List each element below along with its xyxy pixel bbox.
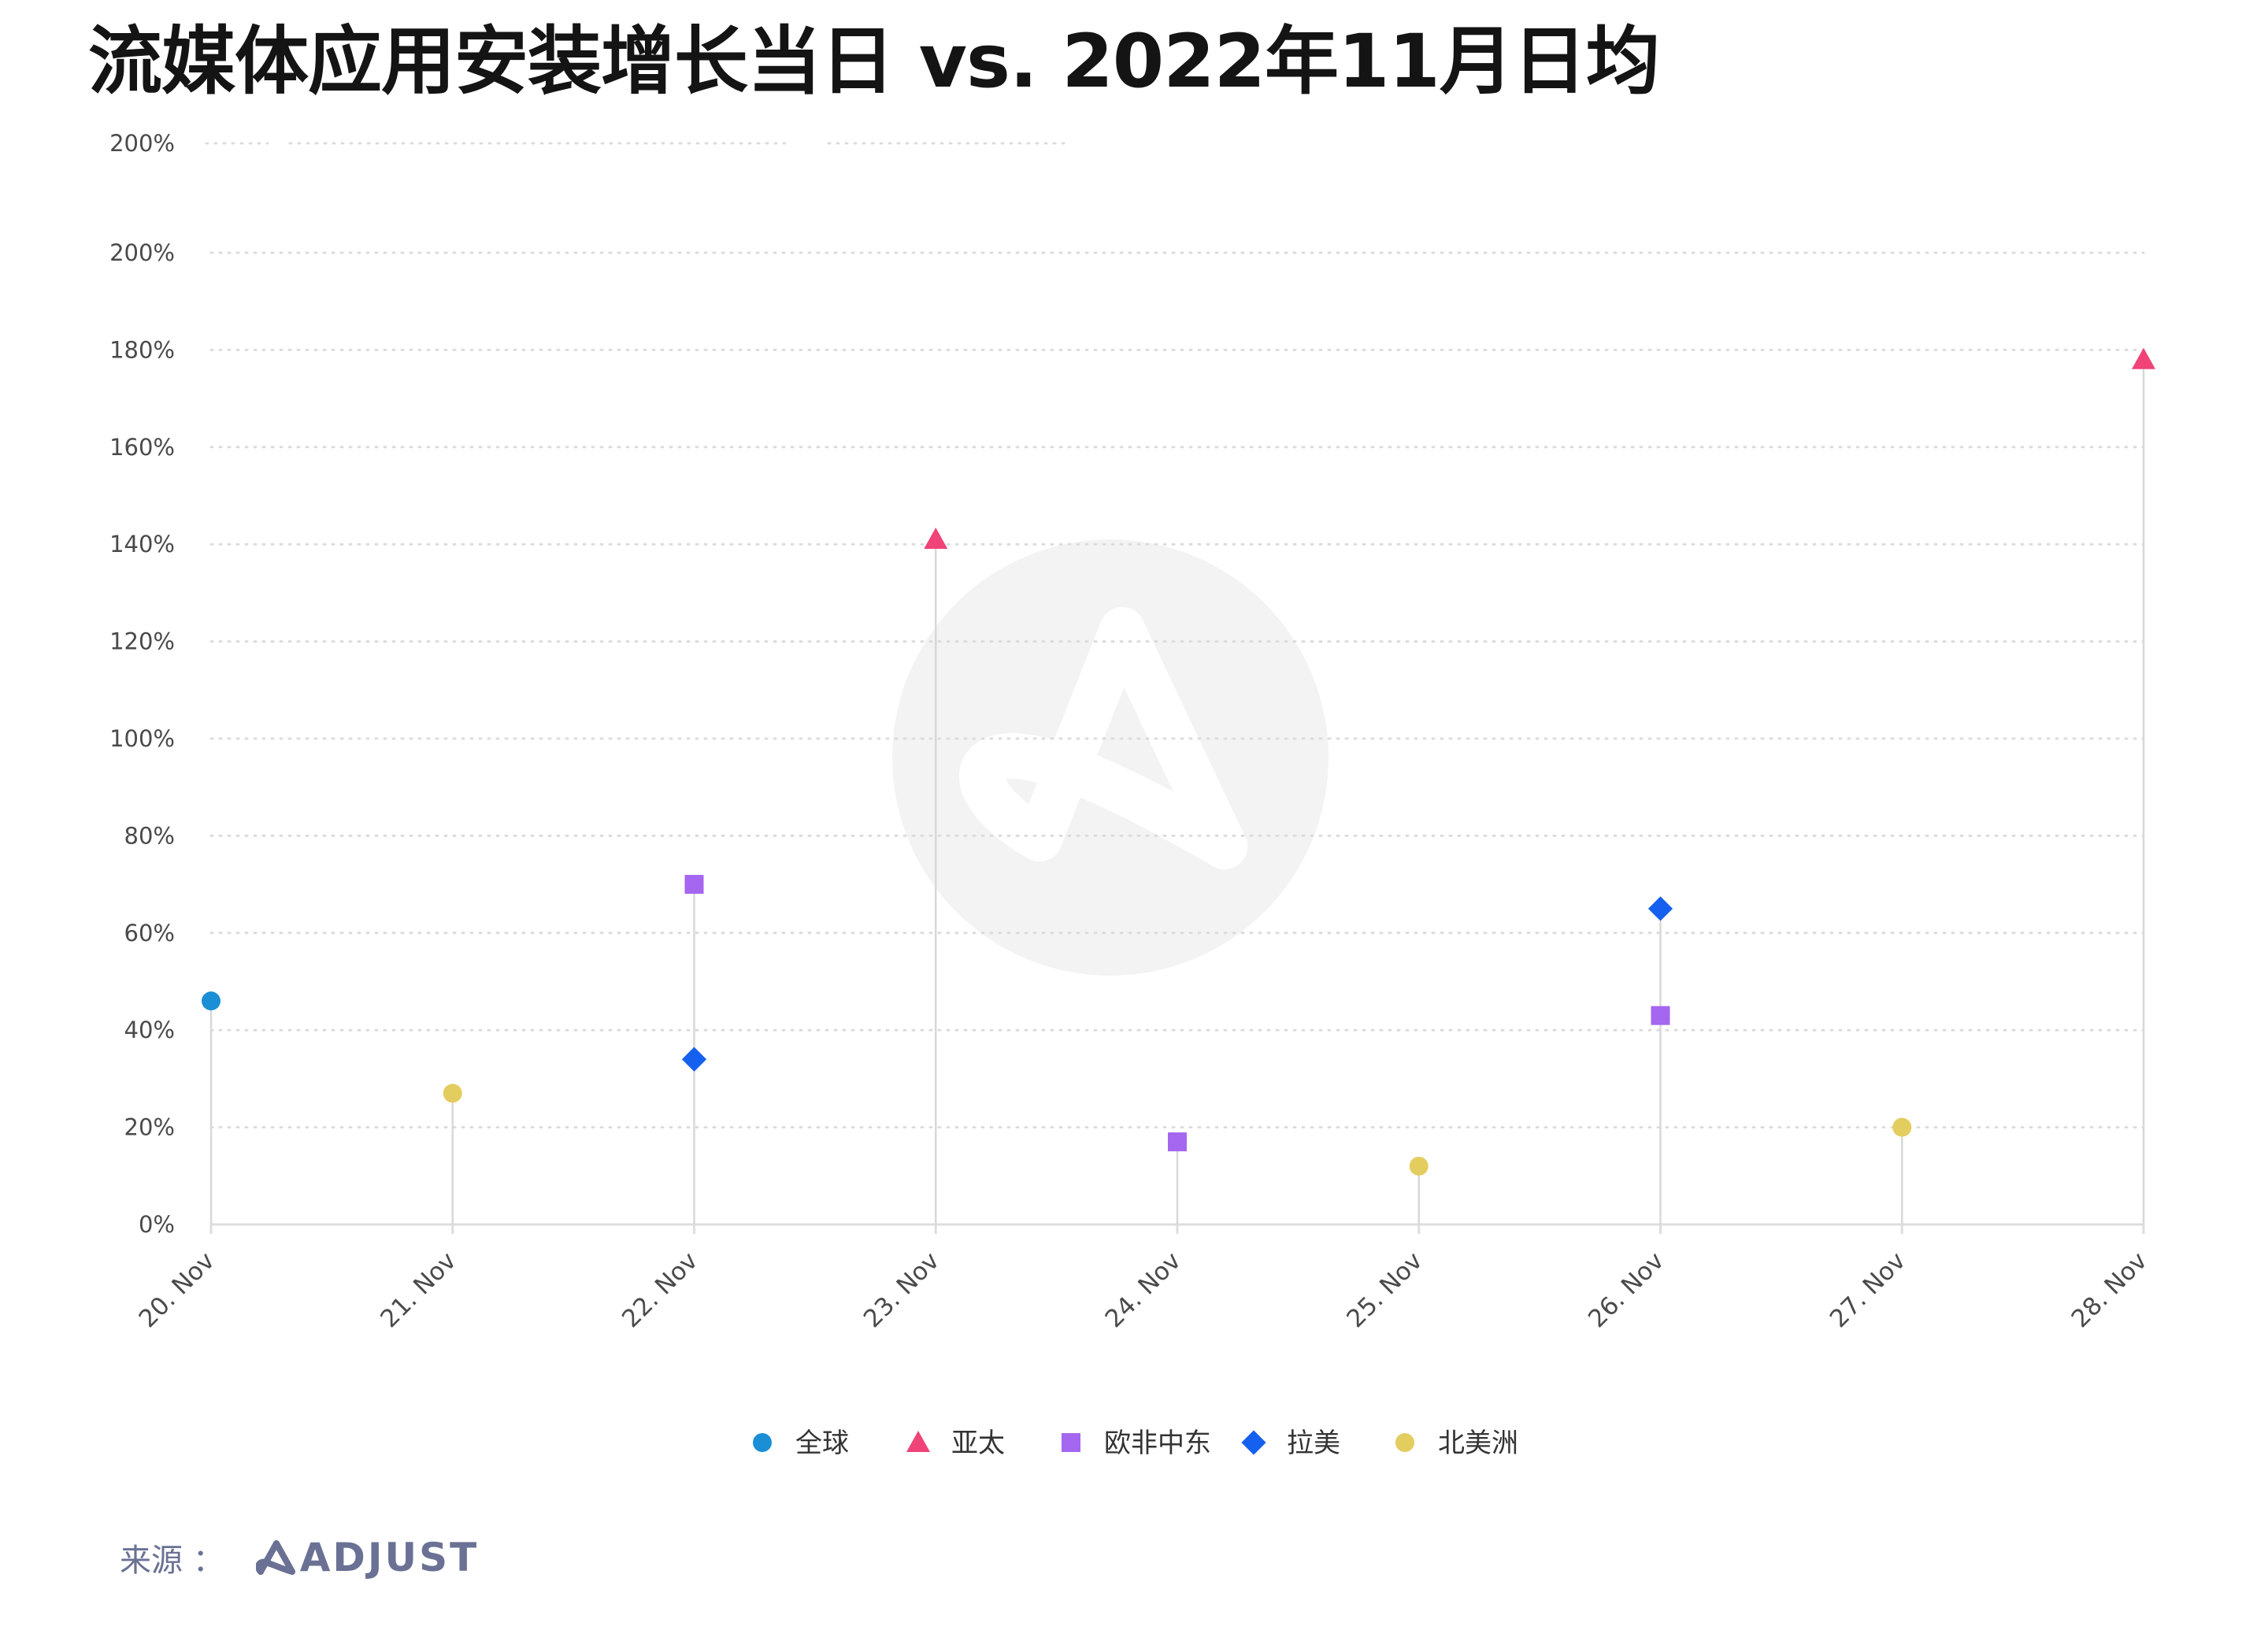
y-tick-label: 180% [109,336,175,363]
chart-legend: 全球 亚太 欧非中东 拉美 北美洲 [753,1428,1518,1459]
adjust-logo-icon [255,1540,295,1575]
y-tick-label: 140% [109,531,175,557]
data-point [1647,896,1673,921]
legend-marker [1241,1430,1266,1455]
data-point [1651,1006,1670,1025]
data-point [202,991,220,1011]
x-tick-label: 26. Nov [1583,1246,1670,1333]
legend-marker [1395,1433,1414,1452]
y-tick-label: 200% [109,239,175,266]
y-tick-label: 20% [124,1114,175,1141]
y-tick-label: 0% [139,1211,175,1238]
legend-item[interactable]: 拉美 [1241,1428,1340,1459]
data-point [1168,1132,1187,1152]
legend-marker [1062,1433,1080,1452]
y-tick-label: 120% [109,628,175,655]
x-tick-label: 20. Nov [134,1246,220,1333]
x-tick-label: 28. Nov [2066,1246,2153,1333]
y-tick-label: 160% [109,434,175,461]
adjust-logo: ADJUST [255,1535,480,1580]
y-tick-label: 100% [109,725,175,752]
adjust-watermark-icon [892,539,1329,976]
x-tick-label: 27. Nov [1825,1246,1911,1333]
source-label: 来源 ： [120,1543,224,1579]
data-point [1892,1117,1912,1137]
legend-label: 欧非中东 [1104,1428,1211,1459]
data-point [924,528,948,550]
x-tick-label: 22. Nov [617,1246,703,1333]
data-point [443,1084,462,1103]
legend-item[interactable]: 北美洲 [1395,1428,1518,1459]
chart-title: 流媒体应用安装增长当日 vs. 2022年11月日均 [88,19,1660,105]
brand-name: ADJUST [299,1535,480,1580]
data-point [2132,347,2155,369]
legend-label: 亚太 [951,1428,1005,1459]
x-tick-label: 23. Nov [858,1246,945,1333]
legend-item[interactable]: 亚太 [906,1428,1005,1459]
x-tick-label: 24. Nov [1100,1246,1187,1333]
legend-label: 拉美 [1287,1428,1340,1459]
source-footer: 来源 ： ADJUST [120,1526,479,1589]
data-point [684,875,704,895]
legend-marker [753,1433,772,1452]
y-tick-label: 60% [124,920,175,946]
legend-item[interactable]: 欧非中东 [1062,1428,1211,1459]
data-point [1409,1156,1429,1176]
legend-item[interactable]: 全球 [753,1428,849,1459]
y-tick-label: 80% [124,822,175,849]
legend-label: 全球 [795,1428,849,1459]
data-point [681,1046,707,1072]
x-tick-label: 25. Nov [1341,1246,1428,1333]
y-tick-label: 200% [109,130,175,157]
y-tick-label: 40% [124,1017,175,1043]
legend-label: 北美洲 [1438,1428,1518,1459]
legend-marker [906,1431,930,1452]
x-tick-label: 21. Nov [375,1246,461,1333]
